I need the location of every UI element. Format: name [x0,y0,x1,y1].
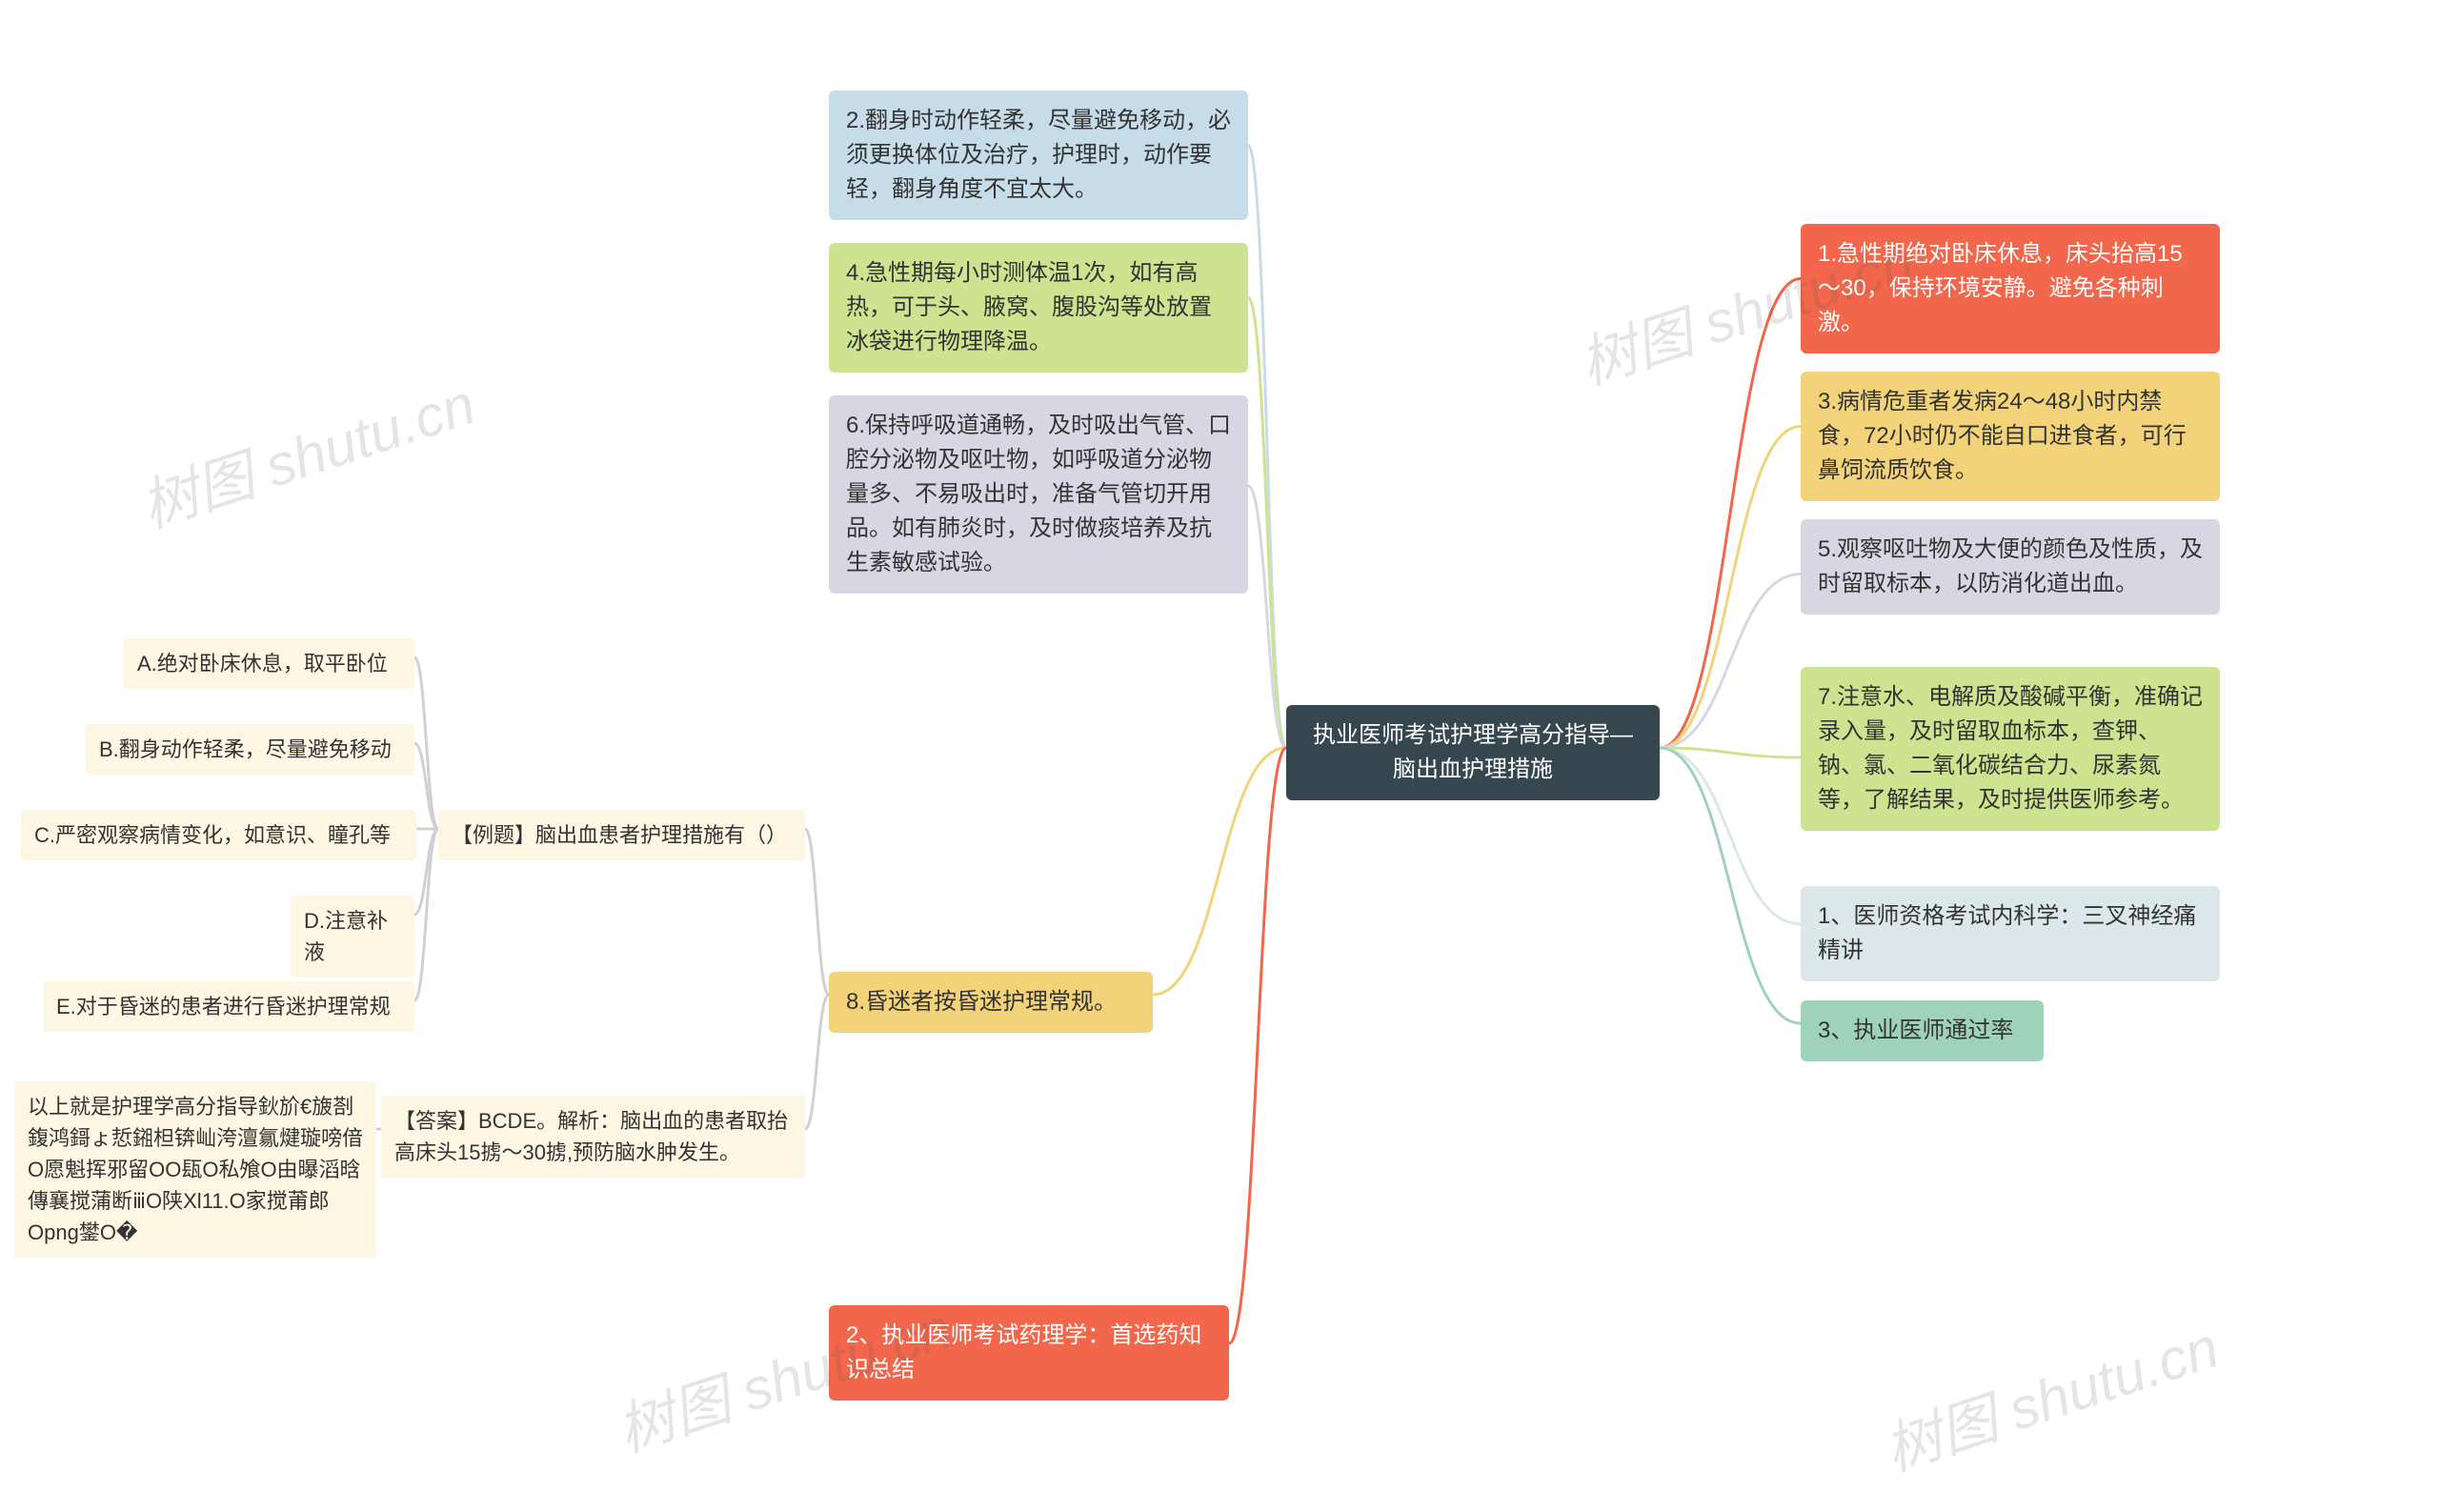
option-a[interactable]: A.绝对卧床休息，取平卧位 [124,638,414,689]
left-node-8[interactable]: 8.昏迷者按昏迷护理常规。 [829,972,1153,1033]
left-node-4[interactable]: 4.急性期每小时测体温1次，如有高热，可于头、腋窝、腹股沟等处放置冰袋进行物理降… [829,243,1248,373]
right-node-internal[interactable]: 1、医师资格考试内科学：三叉神经痛精讲 [1801,886,2220,981]
option-e[interactable]: E.对于昏迷的患者进行昏迷护理常规 [43,981,414,1032]
option-b[interactable]: B.翻身动作轻柔，尽量避免移动 [86,724,414,775]
right-node-1[interactable]: 1.急性期绝对卧床休息，床头抬高15～30，保持环境安静。避免各种刺激。 [1801,224,2220,353]
right-node-7[interactable]: 7.注意水、电解质及酸碱平衡，准确记录入量，及时留取血标本，查钾、钠、氯、二氧化… [1801,667,2220,831]
sub-node-example[interactable]: 【例题】脑出血患者护理措施有（） [438,810,805,860]
watermark: 树图 shutu.cn [129,358,484,544]
left-node-pharma[interactable]: 2、执业医师考试药理学：首选药知识总结 [829,1305,1229,1401]
left-node-2[interactable]: 2.翻身时动作轻柔，尽量避免移动，必须更换体位及治疗，护理时，动作要轻，翻身角度… [829,91,1248,220]
root-node[interactable]: 执业医师考试护理学高分指导—脑出血护理措施 [1286,705,1660,800]
summary-note: 以上就是护理学高分指导鈥斺€旇剳鍑鸿鎶ょ悊鎺柦锛屾洿澶氱煡璇嗙偣O愿魁挥邪留OO… [14,1081,376,1258]
watermark: 树图 shutu.cn [1872,1301,2227,1487]
option-d[interactable]: D.注意补液 [291,896,414,978]
right-node-3[interactable]: 3.病情危重者发病24～48小时内禁食，72小时仍不能自口进食者，可行鼻饲流质饮… [1801,372,2220,501]
sub-node-answer[interactable]: 【答案】BCDE。解析：脑出血的患者取抬高床头15掳～30掳,预防脑水肿发生。 [381,1096,805,1178]
right-node-5[interactable]: 5.观察呕吐物及大便的颜色及性质，及时留取标本，以防消化道出血。 [1801,519,2220,615]
left-node-6[interactable]: 6.保持呼吸道通畅，及时吸出气管、口腔分泌物及呕吐物，如呼吸道分泌物量多、不易吸… [829,395,1248,594]
right-node-passrate[interactable]: 3、执业医师通过率 [1801,1000,2044,1061]
mindmap-canvas: 执业医师考试护理学高分指导—脑出血护理措施 1.急性期绝对卧床休息，床头抬高15… [0,0,2439,1512]
option-c[interactable]: C.严密观察病情变化，如意识、瞳孔等 [21,810,416,860]
